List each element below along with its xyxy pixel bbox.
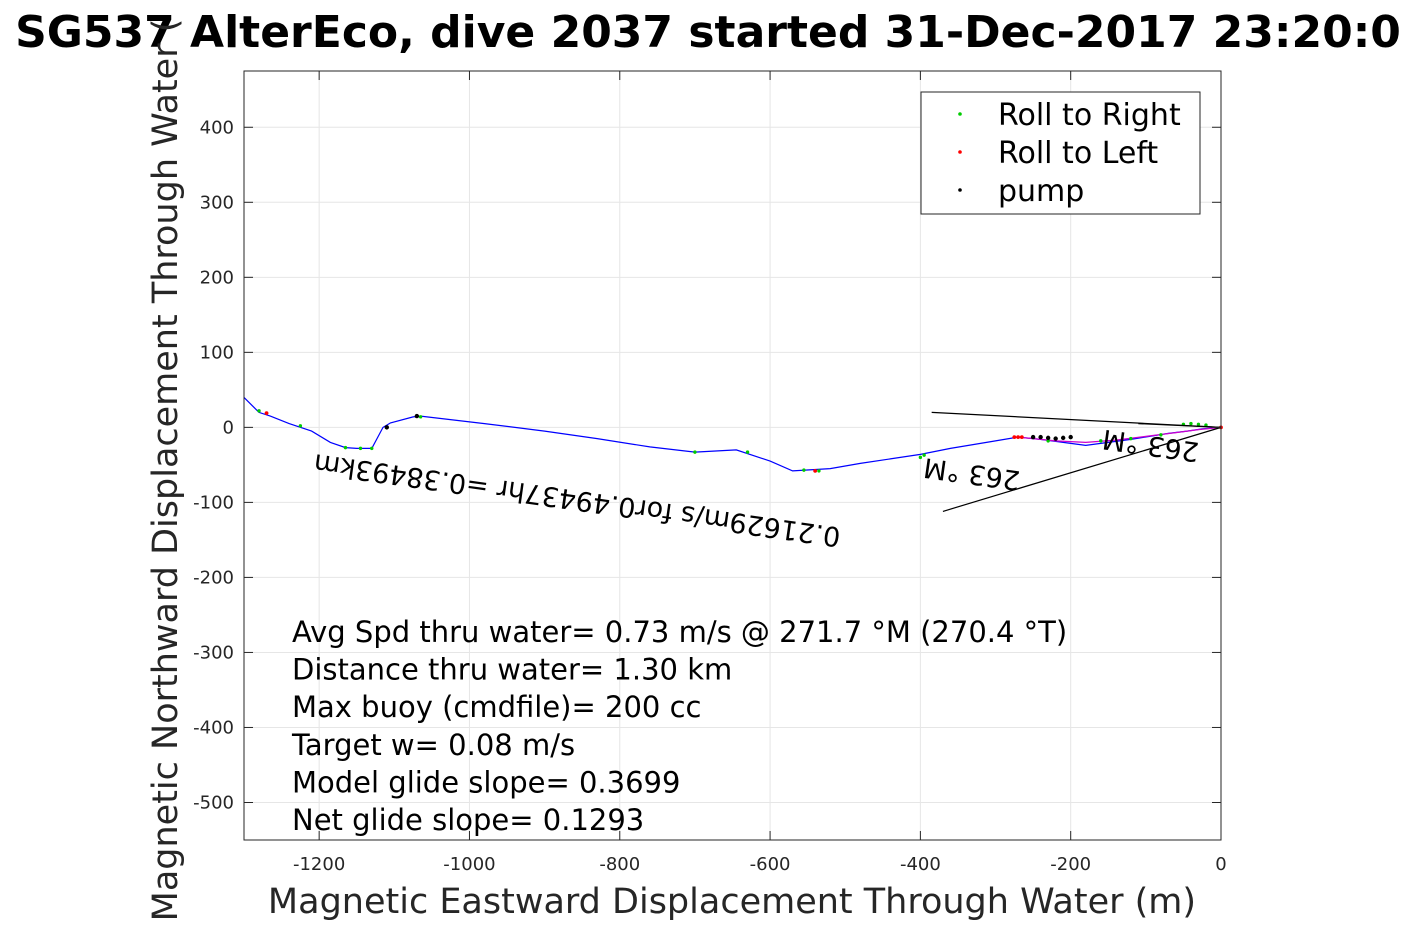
tick-layer: -1200 -1000 -800 -600 -400 -200 0 400 300 200 100 0… <box>193 71 1227 875</box>
y-tick-label-0: 400 <box>200 117 234 138</box>
stat-line-2: Max buoy (cmdfile)= 200 cc <box>292 690 701 724</box>
stats-text-block: Avg Spd thru water= 0.73 m/s @ 271.7 °M … <box>291 615 1067 837</box>
stat-line-0: Avg Spd thru water= 0.73 m/s @ 271.7 °M … <box>292 615 1067 649</box>
y-tick-label-8: -400 <box>193 717 234 738</box>
annotation-line-2 <box>1138 423 1222 428</box>
y-axis-label: Magnetic Northward Displacement Through … <box>146 19 186 922</box>
legend-label-0: Roll to Right <box>998 98 1181 133</box>
legend-label-1: Roll to Left <box>998 136 1158 171</box>
y-tick-label-7: -300 <box>193 642 234 663</box>
roll-right-point-19 <box>257 409 261 413</box>
roll-left-point-2 <box>1016 435 1020 440</box>
y-tick-label-2: 200 <box>200 267 234 288</box>
y-tick-label-4: 0 <box>223 417 234 438</box>
roll-right-point-14 <box>418 415 423 419</box>
legend-label-2: pump <box>998 174 1084 209</box>
x-tick-label-1: -1000 <box>443 854 495 875</box>
roll-right-point-12 <box>745 450 750 454</box>
pump-point-3 <box>1045 435 1051 441</box>
y-tick-label-3: 100 <box>200 342 234 363</box>
x-axis-label: Magnetic Eastward Displacement Through W… <box>268 882 1196 922</box>
y-tick-label-1: 300 <box>200 192 234 213</box>
pump-point-7 <box>414 413 420 419</box>
chart-title: SG537 AlterEco, dive 2037 started 31-Dec… <box>15 7 1401 58</box>
legend-marker-2 <box>958 188 962 192</box>
roll-right-point-17 <box>343 445 348 450</box>
track-line <box>243 396 1222 472</box>
x-tick-label-3: -600 <box>750 854 791 875</box>
plot-frame <box>243 70 1222 841</box>
roll-left-point-3 <box>1012 435 1017 440</box>
roll-right-point-18 <box>298 424 303 428</box>
roll-right-point-13 <box>693 450 697 454</box>
legend-marker-0 <box>958 112 962 116</box>
roll-right-point-7 <box>1046 439 1050 443</box>
legend-marker-1 <box>958 150 962 154</box>
roll-right-point-9 <box>918 455 923 460</box>
roll-left-point-1 <box>1019 435 1024 440</box>
y-tick-label-9: -500 <box>193 792 234 813</box>
roll-right-point-1 <box>1196 422 1201 427</box>
pump-point-1 <box>1060 435 1066 441</box>
roll-right-point-2 <box>1189 421 1193 426</box>
pump-point-0 <box>1068 434 1073 440</box>
roll-right-point-15 <box>370 446 374 451</box>
x-tick-label-2: -800 <box>599 854 640 875</box>
roll-right-point-10 <box>817 469 821 473</box>
stat-line-3: Target w= 0.08 m/s <box>291 728 575 762</box>
roll-left-point-5 <box>813 468 818 473</box>
x-tick-label-4: -400 <box>900 854 941 875</box>
pump-point-5 <box>1030 434 1036 440</box>
y-tick-label-5: -100 <box>193 492 234 513</box>
roll-right-point-16 <box>358 446 363 451</box>
annotation-line-1 <box>942 426 1222 512</box>
stat-line-1: Distance thru water= 1.30 km <box>292 653 732 687</box>
roll-left-point-4 <box>264 411 269 416</box>
secondary-track-line <box>1014 426 1222 444</box>
x-tick-label-6: 0 <box>1215 854 1226 875</box>
roll-right-point-6 <box>1099 439 1103 443</box>
stat-line-4: Model glide slope= 0.3699 <box>292 765 680 799</box>
stat-line-5: Net glide slope= 0.1293 <box>292 803 644 837</box>
roll-right-point-11 <box>802 468 806 472</box>
x-tick-label-0: -1200 <box>293 854 345 875</box>
series-layer <box>243 396 1223 473</box>
x-tick-label-5: -200 <box>1050 854 1091 875</box>
roll-right-point-4 <box>1159 433 1163 437</box>
pump-point-6 <box>384 425 389 430</box>
legend-box <box>920 91 1201 215</box>
y-tick-label-6: -200 <box>193 567 234 588</box>
pump-point-4 <box>1038 434 1043 440</box>
roll-right-point-8 <box>922 453 926 457</box>
pump-point-2 <box>1053 436 1058 441</box>
roll-right-point-5 <box>1129 436 1133 441</box>
